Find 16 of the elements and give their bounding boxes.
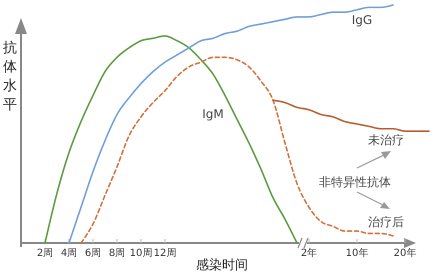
x-tick-label: 8周 <box>108 248 126 259</box>
x-tick-label: 2周 <box>36 248 54 259</box>
annotation: 非特异性抗体 <box>319 175 391 189</box>
x-tick-label: 2年 <box>300 247 318 259</box>
series-label: IgM <box>202 107 224 121</box>
x-tick-label: 6周 <box>84 248 102 259</box>
x-tick-label: 4周 <box>60 248 78 259</box>
y-axis-title: 抗体水平 <box>3 40 17 113</box>
x-tick-label: 10周 <box>130 248 152 259</box>
x-tick-label: 12周 <box>154 248 176 259</box>
series-label: 未治疗 <box>368 133 404 147</box>
series-label: IgG <box>352 13 372 27</box>
x-axis-title: 感染时间 <box>196 258 248 273</box>
x-tick-label: 20年 <box>394 247 416 259</box>
series-label: 治疗后 <box>368 215 404 229</box>
x-tick-label: 10年 <box>346 247 368 259</box>
